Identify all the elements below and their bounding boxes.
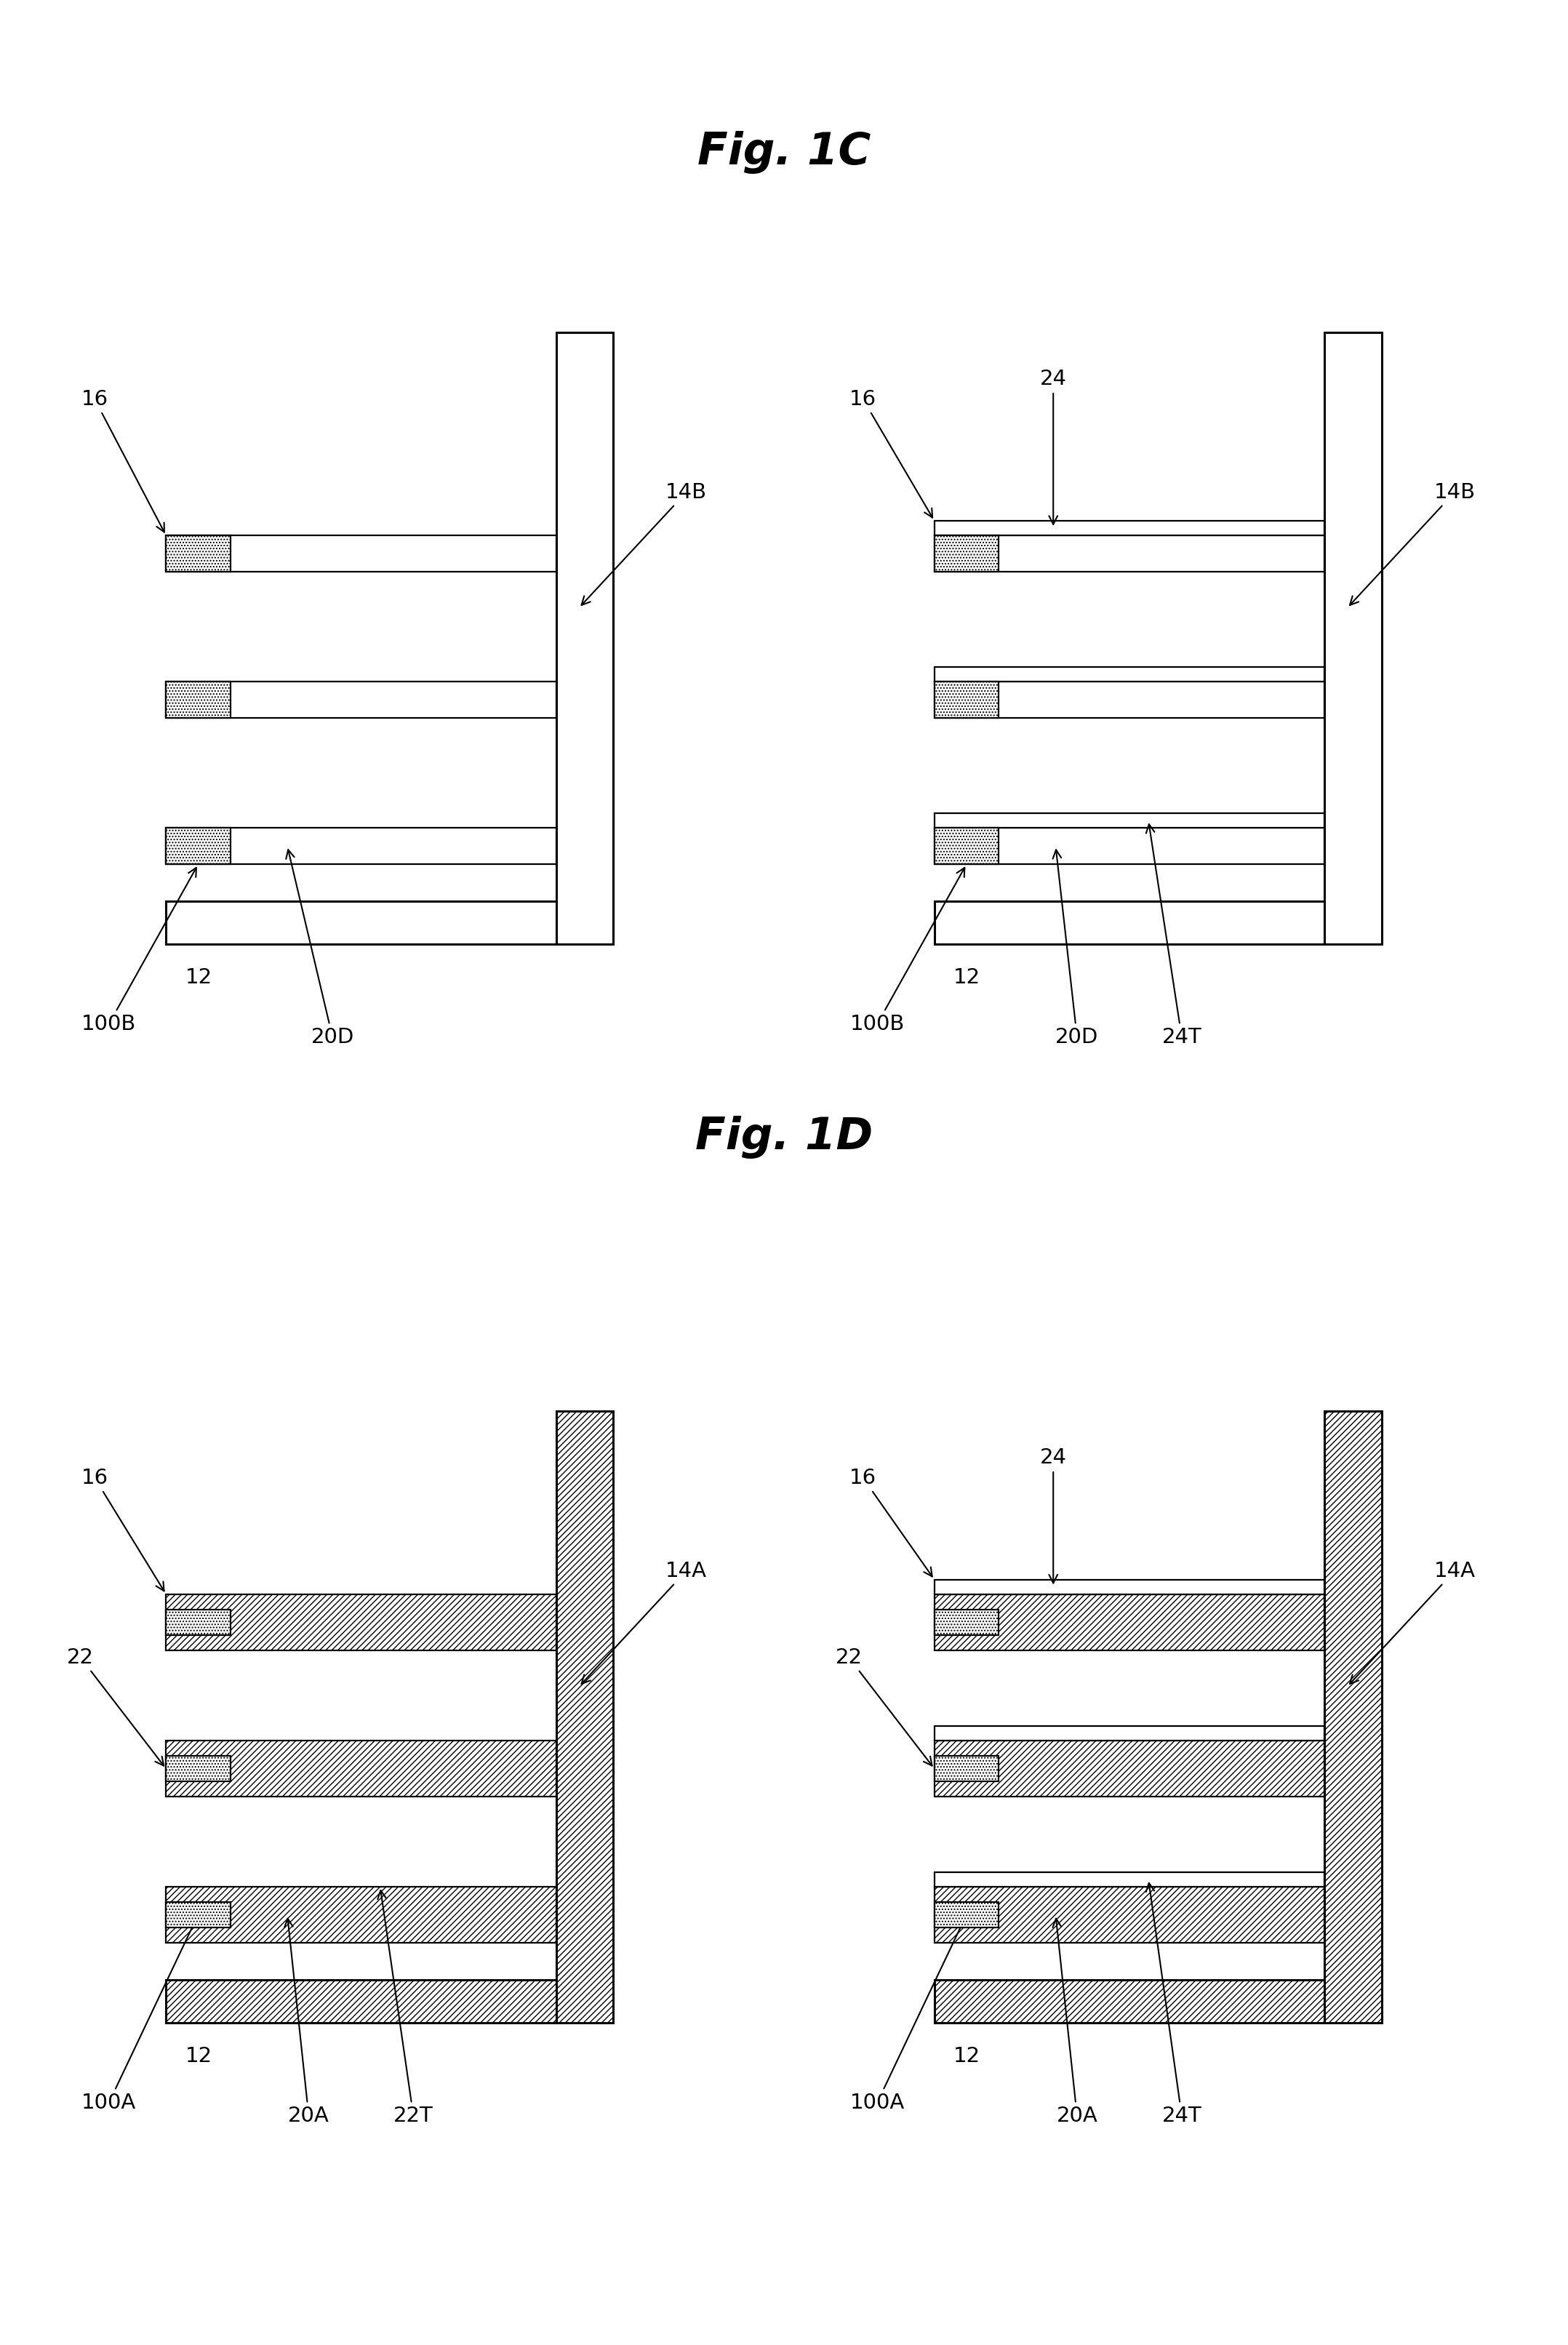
Bar — [935, 1979, 1325, 2024]
Text: 16: 16 — [82, 1468, 165, 1590]
Bar — [166, 1902, 230, 1928]
Text: 100B: 100B — [82, 868, 196, 1034]
Bar — [166, 535, 557, 572]
Text: 16: 16 — [850, 389, 933, 518]
Bar — [935, 828, 1325, 865]
Bar — [166, 535, 230, 572]
Text: 16: 16 — [82, 389, 165, 532]
Text: Fig. 1C: Fig. 1C — [698, 131, 870, 174]
Bar — [166, 682, 230, 718]
Bar — [166, 1609, 230, 1634]
Text: 14B: 14B — [582, 483, 707, 605]
Bar — [935, 535, 1325, 572]
Bar — [166, 828, 230, 865]
Bar — [935, 1595, 1325, 1651]
Bar — [166, 1595, 557, 1651]
Text: 16: 16 — [850, 1468, 933, 1576]
Text: 22T: 22T — [378, 1890, 433, 2127]
Text: 12: 12 — [185, 968, 212, 987]
Bar — [166, 1979, 557, 2024]
Bar — [935, 1756, 999, 1782]
Bar — [1325, 333, 1381, 945]
Text: Fig. 1D: Fig. 1D — [695, 1116, 873, 1158]
Bar — [557, 333, 613, 945]
Bar — [557, 1412, 613, 2024]
Text: 20A: 20A — [284, 1918, 329, 2127]
Bar — [935, 535, 999, 572]
Text: 14A: 14A — [582, 1562, 707, 1684]
Text: 24: 24 — [1040, 1447, 1066, 1583]
Bar — [935, 1888, 1325, 1944]
Bar — [166, 828, 557, 865]
Bar — [166, 1740, 557, 1796]
Bar — [935, 1726, 1325, 1740]
Bar — [935, 814, 1325, 828]
Text: 20D: 20D — [1052, 849, 1099, 1048]
Text: 14A: 14A — [1350, 1562, 1475, 1684]
Bar — [166, 1756, 230, 1782]
Bar — [935, 900, 1325, 945]
Text: 14B: 14B — [1350, 483, 1475, 605]
Bar — [935, 1740, 1325, 1796]
Text: 20A: 20A — [1052, 1918, 1098, 2127]
Bar — [935, 1609, 999, 1634]
Bar — [935, 1902, 999, 1928]
Text: 22: 22 — [836, 1646, 931, 1766]
Text: 12: 12 — [953, 2047, 980, 2066]
Text: 24T: 24T — [1146, 1883, 1201, 2127]
Bar — [935, 682, 1325, 718]
Text: 24: 24 — [1040, 368, 1066, 525]
Text: 22: 22 — [67, 1646, 163, 1766]
Bar — [935, 828, 999, 865]
Bar — [166, 1888, 557, 1944]
Bar — [935, 1581, 1325, 1595]
Text: 20D: 20D — [285, 849, 354, 1048]
Bar — [1325, 1412, 1381, 2024]
Text: 100A: 100A — [82, 1918, 196, 2113]
Bar — [935, 521, 1325, 535]
Bar — [166, 900, 557, 945]
Text: 12: 12 — [185, 2047, 212, 2066]
Text: 24T: 24T — [1146, 823, 1201, 1048]
Text: 100A: 100A — [850, 1918, 964, 2113]
Bar — [935, 1871, 1325, 1888]
Bar — [935, 682, 999, 718]
Text: 12: 12 — [953, 968, 980, 987]
Text: 100B: 100B — [850, 868, 964, 1034]
Bar — [935, 666, 1325, 682]
Bar — [166, 682, 557, 718]
